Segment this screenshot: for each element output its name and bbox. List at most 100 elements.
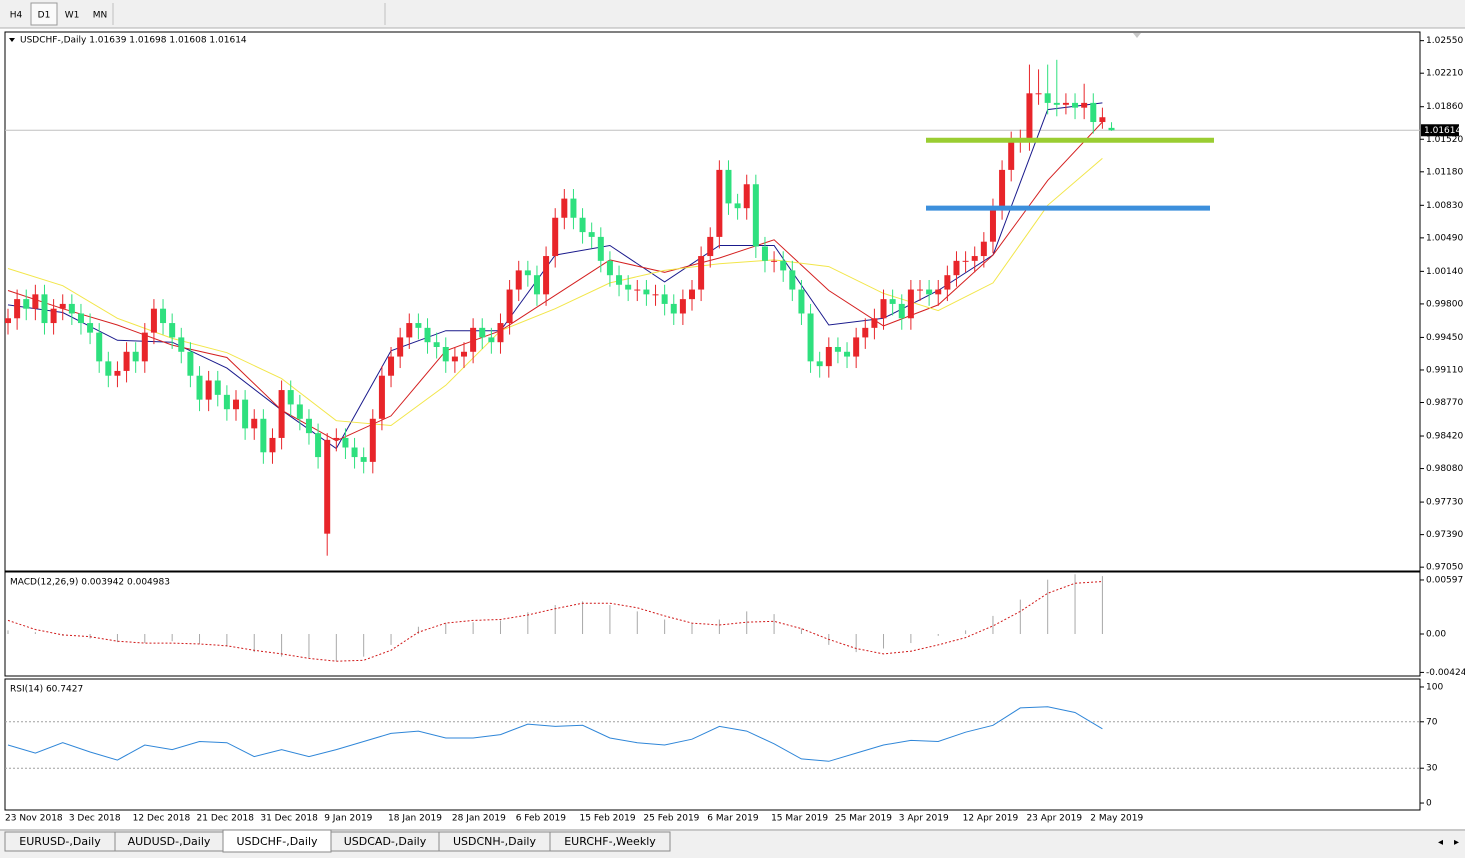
timeframe-button[interactable]: W1 xyxy=(59,3,85,25)
x-tick-label: 15 Feb 2019 xyxy=(580,814,636,824)
candle-body xyxy=(424,327,431,343)
last-price-label: 1.01614 xyxy=(1424,126,1461,136)
candle-body xyxy=(871,318,878,328)
candle-body xyxy=(351,447,358,458)
candle-body xyxy=(342,437,349,448)
candle-body xyxy=(287,390,294,405)
scroll-right[interactable]: ▸ xyxy=(1454,837,1459,848)
symbol-tab[interactable]: EURUSD-,Daily xyxy=(4,831,116,852)
candle-body xyxy=(324,439,331,534)
title-arrow xyxy=(9,38,15,42)
tab-label: USDCHF-,Daily xyxy=(236,835,318,848)
candle-body xyxy=(907,289,914,319)
x-tick-label: 21 Dec 2018 xyxy=(197,814,255,824)
candle-body xyxy=(461,351,467,357)
rsi-line xyxy=(7,706,1103,762)
candle-body xyxy=(570,198,577,218)
symbol-tab[interactable]: EURCHF-,Weekly xyxy=(549,831,671,852)
x-tick-label: 6 Feb 2019 xyxy=(516,814,567,824)
timeframe-button[interactable]: H4 xyxy=(3,3,29,25)
candle-body xyxy=(1008,141,1015,170)
candle-body xyxy=(196,375,203,400)
symbol-tab[interactable]: USDCAD-,Daily xyxy=(330,831,440,852)
candle-body xyxy=(935,289,942,295)
timeframe-button[interactable]: D1 xyxy=(30,2,58,26)
candle-body xyxy=(242,399,249,429)
y-tick-label: 0.99800 xyxy=(1426,299,1463,309)
symbol-tab[interactable]: USDCHF-,Daily xyxy=(222,829,332,853)
candle-body xyxy=(296,404,303,419)
panel-frame xyxy=(4,571,1421,677)
candle-body xyxy=(761,246,768,261)
candle-body xyxy=(169,323,176,338)
y-tick-label: 30 xyxy=(1426,764,1438,774)
button-frame xyxy=(87,3,113,25)
button-frame xyxy=(59,3,85,25)
y-tick-label: 0.99450 xyxy=(1426,333,1463,343)
candle-body xyxy=(214,380,221,395)
candle-body xyxy=(397,337,404,357)
candle-body xyxy=(579,217,586,233)
tab-label: EURUSD-,Daily xyxy=(19,835,101,848)
candle-body xyxy=(898,303,905,319)
candle-body xyxy=(114,370,121,376)
candle-body xyxy=(415,323,422,328)
candle-body xyxy=(798,289,805,314)
button-label: H4 xyxy=(10,11,23,21)
button-label: MN xyxy=(93,11,108,21)
x-tick-label: 12 Apr 2019 xyxy=(963,814,1019,824)
x-tick-label: 31 Dec 2018 xyxy=(260,814,318,824)
candle-body xyxy=(5,318,11,324)
candle-body xyxy=(689,289,695,300)
y-tick-label: 0.97390 xyxy=(1426,530,1463,540)
candle-body xyxy=(543,256,550,295)
candle-body xyxy=(32,294,39,309)
candle-body xyxy=(661,294,668,304)
candle-body xyxy=(999,169,1006,209)
candle-body xyxy=(360,457,367,462)
candle-body xyxy=(515,270,522,290)
candle-body xyxy=(889,299,896,304)
candle-body xyxy=(834,346,841,352)
candle-body xyxy=(1035,93,1042,95)
candle-body xyxy=(260,418,267,453)
panel-frame xyxy=(4,31,1421,572)
symbol-tab[interactable]: USDCNH-,Daily xyxy=(438,831,551,852)
candle-body xyxy=(433,342,440,347)
candle-body xyxy=(59,303,66,309)
candle-body xyxy=(233,399,239,410)
candle-body xyxy=(132,351,139,362)
x-tick-label: 6 Mar 2019 xyxy=(707,814,759,824)
candle-body xyxy=(1044,93,1051,103)
candle-body xyxy=(752,184,759,247)
x-tick-label: 3 Apr 2019 xyxy=(899,814,949,824)
symbol-tab[interactable]: AUDUSD-,Daily xyxy=(114,831,224,852)
candle-body xyxy=(50,308,57,324)
y-tick-label: 100 xyxy=(1426,682,1443,692)
timeframe-button[interactable]: MN xyxy=(87,3,113,25)
scroll-left[interactable]: ◂ xyxy=(1438,837,1443,848)
y-tick-label: 0.98420 xyxy=(1426,432,1463,442)
candle-body xyxy=(251,418,258,429)
candle-body xyxy=(278,390,285,438)
last-price-box xyxy=(1421,124,1459,137)
candle-body xyxy=(123,351,130,371)
candle-body xyxy=(771,260,778,262)
y-tick-label: 0.00597 xyxy=(1426,575,1463,585)
candle-body xyxy=(96,332,103,362)
tab-frame xyxy=(549,831,671,852)
y-tick-label: 0.97730 xyxy=(1426,498,1463,508)
candle-body xyxy=(862,327,869,338)
shift-marker xyxy=(1133,33,1141,38)
candle-body xyxy=(23,299,30,309)
candle-body xyxy=(597,236,604,261)
button-label: D1 xyxy=(38,11,51,21)
x-tick-label: 9 Jan 2019 xyxy=(324,814,372,824)
candle-body xyxy=(634,289,641,291)
macd-signal xyxy=(7,581,1103,662)
candle-body xyxy=(652,294,659,296)
candle-body xyxy=(369,418,376,462)
x-tick-label: 2 May 2019 xyxy=(1090,814,1143,824)
candle-body xyxy=(1108,127,1115,131)
